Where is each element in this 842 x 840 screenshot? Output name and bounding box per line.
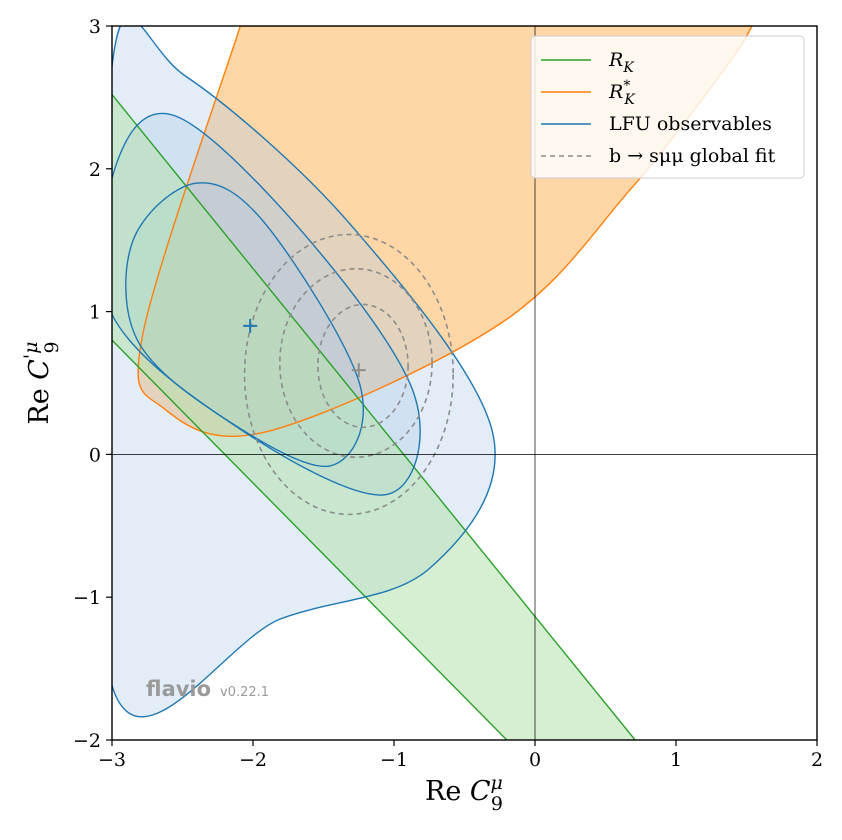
y-tick-label: −1: [73, 587, 101, 609]
lfu-contour-1sigma: [125, 182, 364, 468]
x-axis-label: Re Cμ 9: [425, 772, 503, 815]
x-tick-label: −3: [98, 749, 126, 771]
lfu-contour-2sigma: [112, 112, 421, 496]
rk-band-upper-edge: [112, 94, 636, 740]
y-tick-label: 1: [89, 302, 101, 324]
lfu-best-fit-marker: [243, 318, 258, 333]
legend-label-r-k: RK: [608, 49, 635, 76]
rk-band-lower-edge: [112, 339, 508, 740]
y-tick-label: 3: [89, 16, 101, 38]
flavio-watermark: flavio v0.22.1: [146, 677, 269, 701]
global-fit-contour-3sigma: [243, 233, 455, 516]
legend-label-b-s-global-fit: b → sμμ global fit: [609, 145, 776, 167]
y-tick-label: −2: [73, 730, 101, 752]
legend: RKR* K LFU observables b → sμμ global fit: [530, 35, 805, 179]
global-fit-contour-1sigma: [317, 303, 409, 429]
plot-frame: [111, 25, 818, 741]
y-tick-label: 2: [89, 159, 101, 181]
legend-box: [530, 35, 805, 179]
x-tick-label: −1: [380, 749, 408, 771]
watermark-version: v0.22.1: [220, 685, 269, 700]
global-fit-best-fit-marker: [351, 363, 366, 378]
x-tick-label: 0: [529, 749, 541, 771]
legend-label-lfu-observables: LFU observables: [609, 113, 772, 135]
x-tick-label: −2: [239, 749, 267, 771]
global-fit-contour-2sigma: [278, 267, 433, 459]
watermark-name: flavio: [146, 677, 211, 701]
lfu-contour-3sigma: [112, 26, 496, 718]
y-axis-label: Re C'μ9: [20, 341, 63, 424]
y-tick-label: 0: [89, 444, 101, 466]
legend-label-r-k: R* K: [608, 78, 636, 108]
x-tick-label: 2: [811, 749, 823, 771]
x-tick-label: 1: [670, 749, 682, 771]
